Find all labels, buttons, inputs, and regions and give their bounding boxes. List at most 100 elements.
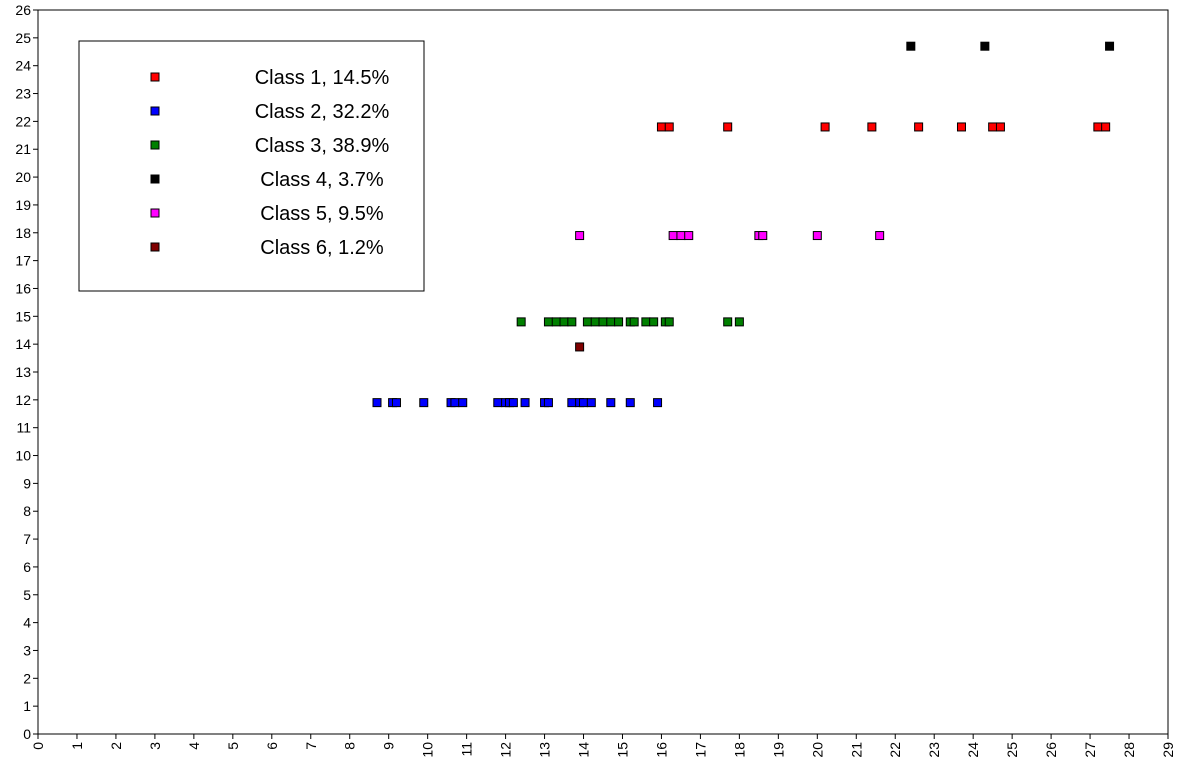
- x-tick-label: 26: [1043, 742, 1059, 758]
- data-point-class-2: [458, 398, 468, 408]
- x-tick-label: 1: [69, 742, 85, 750]
- data-point-class-2: [543, 398, 553, 408]
- x-tick-label: 23: [926, 742, 942, 758]
- legend-marker-class-1: [150, 72, 160, 82]
- data-point-class-2: [508, 398, 518, 408]
- x-tick-label: 27: [1082, 742, 1098, 758]
- x-tick-label: 15: [614, 742, 630, 758]
- x-tick-label: 17: [692, 742, 708, 758]
- data-point-class-5: [684, 231, 694, 241]
- y-tick-label: 22: [15, 113, 31, 129]
- data-point-class-4: [980, 41, 990, 51]
- data-point-class-3: [590, 317, 600, 327]
- legend-marker-class-2: [150, 106, 160, 116]
- data-point-class-1: [867, 122, 877, 132]
- data-point-class-2: [579, 398, 589, 408]
- legend: Class 1, 14.5% Class 2, 32.2% Class 3, 38.…: [78, 40, 425, 292]
- data-point-class-6: [575, 342, 585, 352]
- y-tick-label: 3: [23, 642, 31, 658]
- data-point-class-3: [629, 317, 639, 327]
- x-tick-label: 28: [1121, 742, 1137, 758]
- y-tick-label: 7: [23, 531, 31, 547]
- legend-box: [78, 40, 425, 292]
- y-tick-label: 14: [15, 336, 31, 352]
- data-point-class-1: [656, 122, 666, 132]
- legend-label-class-4: Class 4, 3.7%: [260, 169, 384, 191]
- data-point-class-5: [758, 231, 768, 241]
- x-tick-label: 19: [770, 742, 786, 758]
- legend-marker-class-4: [150, 174, 160, 184]
- x-tick-label: 2: [108, 742, 124, 750]
- data-point-class-2: [372, 398, 382, 408]
- data-point-class-4: [1105, 41, 1115, 51]
- data-point-class-3: [559, 317, 569, 327]
- x-tick-label: 22: [887, 742, 903, 758]
- legend-marker-class-6: [150, 242, 160, 252]
- x-tick-label: 13: [537, 742, 553, 758]
- x-tick-label: 3: [147, 742, 163, 750]
- legend-label-class-5: Class 5, 9.5%: [260, 203, 384, 225]
- data-point-class-1: [1093, 122, 1103, 132]
- y-tick-label: 0: [23, 726, 31, 742]
- data-point-class-1: [1101, 122, 1111, 132]
- data-point-class-5: [875, 231, 885, 241]
- data-points: [372, 41, 1115, 408]
- x-tick-label: 0: [30, 742, 46, 750]
- legend-marker-class-5: [150, 208, 160, 218]
- y-tick-label: 26: [15, 2, 31, 18]
- x-tick-label: 10: [420, 742, 436, 758]
- data-point-class-1: [956, 122, 966, 132]
- data-point-class-1: [914, 122, 924, 132]
- y-tick-label: 6: [23, 559, 31, 575]
- x-tick-label: 12: [498, 742, 514, 758]
- data-point-class-3: [543, 317, 553, 327]
- data-point-class-5: [812, 231, 822, 241]
- data-point-class-3: [567, 317, 577, 327]
- data-point-class-3: [516, 317, 526, 327]
- y-tick-label: 9: [23, 475, 31, 491]
- data-point-class-2: [450, 398, 460, 408]
- x-tick-label: 25: [1004, 742, 1020, 758]
- data-point-class-1: [664, 122, 674, 132]
- x-tick-label: 5: [225, 742, 241, 750]
- data-point-class-3: [614, 317, 624, 327]
- data-point-class-3: [664, 317, 674, 327]
- data-point-class-2: [493, 398, 503, 408]
- data-point-class-4: [906, 41, 916, 51]
- x-tick-label: 18: [731, 742, 747, 758]
- y-tick-label: 8: [23, 503, 31, 519]
- data-point-class-2: [653, 398, 663, 408]
- data-point-class-2: [419, 398, 429, 408]
- legend-label-class-2: Class 2, 32.2%: [255, 101, 390, 123]
- y-tick-label: 12: [15, 392, 31, 408]
- y-tick-label: 23: [15, 86, 31, 102]
- data-point-class-2: [520, 398, 530, 408]
- y-axis: 0123456789101112131415161718192021222324…: [15, 2, 38, 742]
- y-tick-label: 20: [15, 169, 31, 185]
- data-point-class-5: [575, 231, 585, 241]
- y-tick-label: 1: [23, 698, 31, 714]
- x-tick-label: 16: [653, 742, 669, 758]
- x-tick-label: 24: [965, 742, 981, 758]
- y-tick-label: 24: [15, 58, 31, 74]
- y-tick-label: 2: [23, 670, 31, 686]
- y-tick-label: 13: [15, 364, 31, 380]
- data-point-class-2: [606, 398, 616, 408]
- data-point-class-2: [625, 398, 635, 408]
- y-tick-label: 5: [23, 587, 31, 603]
- data-point-class-3: [649, 317, 659, 327]
- y-tick-label: 11: [16, 420, 31, 436]
- data-point-class-3: [734, 317, 744, 327]
- y-tick-label: 19: [15, 197, 31, 213]
- x-tick-label: 14: [576, 742, 592, 758]
- x-axis: 0 1 2 3 4 5 6 7 8 9 10 11 12 13 14 15 16 17 18 19 20 21 22 23 24…: [30, 734, 1176, 758]
- x-tick-label: 9: [381, 742, 397, 750]
- x-tick-label: 20: [809, 742, 825, 758]
- data-point-class-5: [676, 231, 686, 241]
- data-point-class-3: [551, 317, 561, 327]
- legend-label-class-1: Class 1, 14.5%: [255, 67, 390, 89]
- data-point-class-1: [723, 122, 733, 132]
- data-point-class-3: [582, 317, 592, 327]
